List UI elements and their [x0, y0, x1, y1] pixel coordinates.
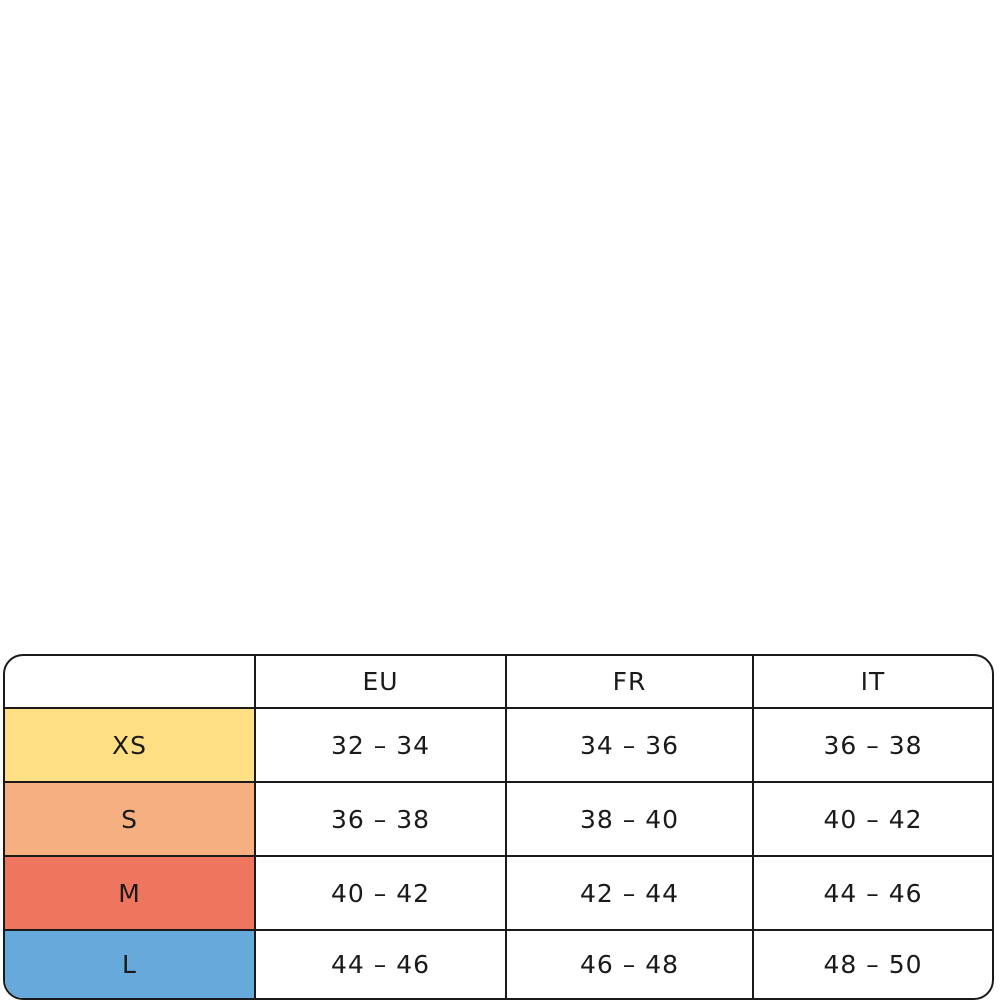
table-row: S 36 – 38 38 – 40 40 – 42	[5, 781, 992, 855]
fr-value: 42 – 44	[505, 857, 752, 929]
fr-value: 34 – 36	[505, 709, 752, 781]
table-row: L 44 – 46 46 – 48 48 – 50	[5, 929, 992, 998]
it-value: 40 – 42	[752, 783, 992, 855]
header-cell-it: IT	[752, 656, 992, 707]
size-chart-table: EU FR IT XS 32 – 34 34 – 36 36 – 38 S 36…	[3, 654, 994, 1000]
header-row: EU FR IT	[5, 656, 992, 707]
size-label-xs: XS	[5, 709, 254, 781]
fr-value: 46 – 48	[505, 931, 752, 998]
size-label-m: M	[5, 857, 254, 929]
eu-value: 44 – 46	[254, 931, 505, 998]
it-value: 36 – 38	[752, 709, 992, 781]
fr-value: 38 – 40	[505, 783, 752, 855]
it-value: 44 – 46	[752, 857, 992, 929]
eu-value: 40 – 42	[254, 857, 505, 929]
table-row: XS 32 – 34 34 – 36 36 – 38	[5, 707, 992, 781]
header-cell-fr: FR	[505, 656, 752, 707]
eu-value: 32 – 34	[254, 709, 505, 781]
size-label-s: S	[5, 783, 254, 855]
table-row: M 40 – 42 42 – 44 44 – 46	[5, 855, 992, 929]
header-cell-empty	[5, 656, 254, 707]
size-label-l: L	[5, 931, 254, 998]
header-cell-eu: EU	[254, 656, 505, 707]
it-value: 48 – 50	[752, 931, 992, 998]
eu-value: 36 – 38	[254, 783, 505, 855]
